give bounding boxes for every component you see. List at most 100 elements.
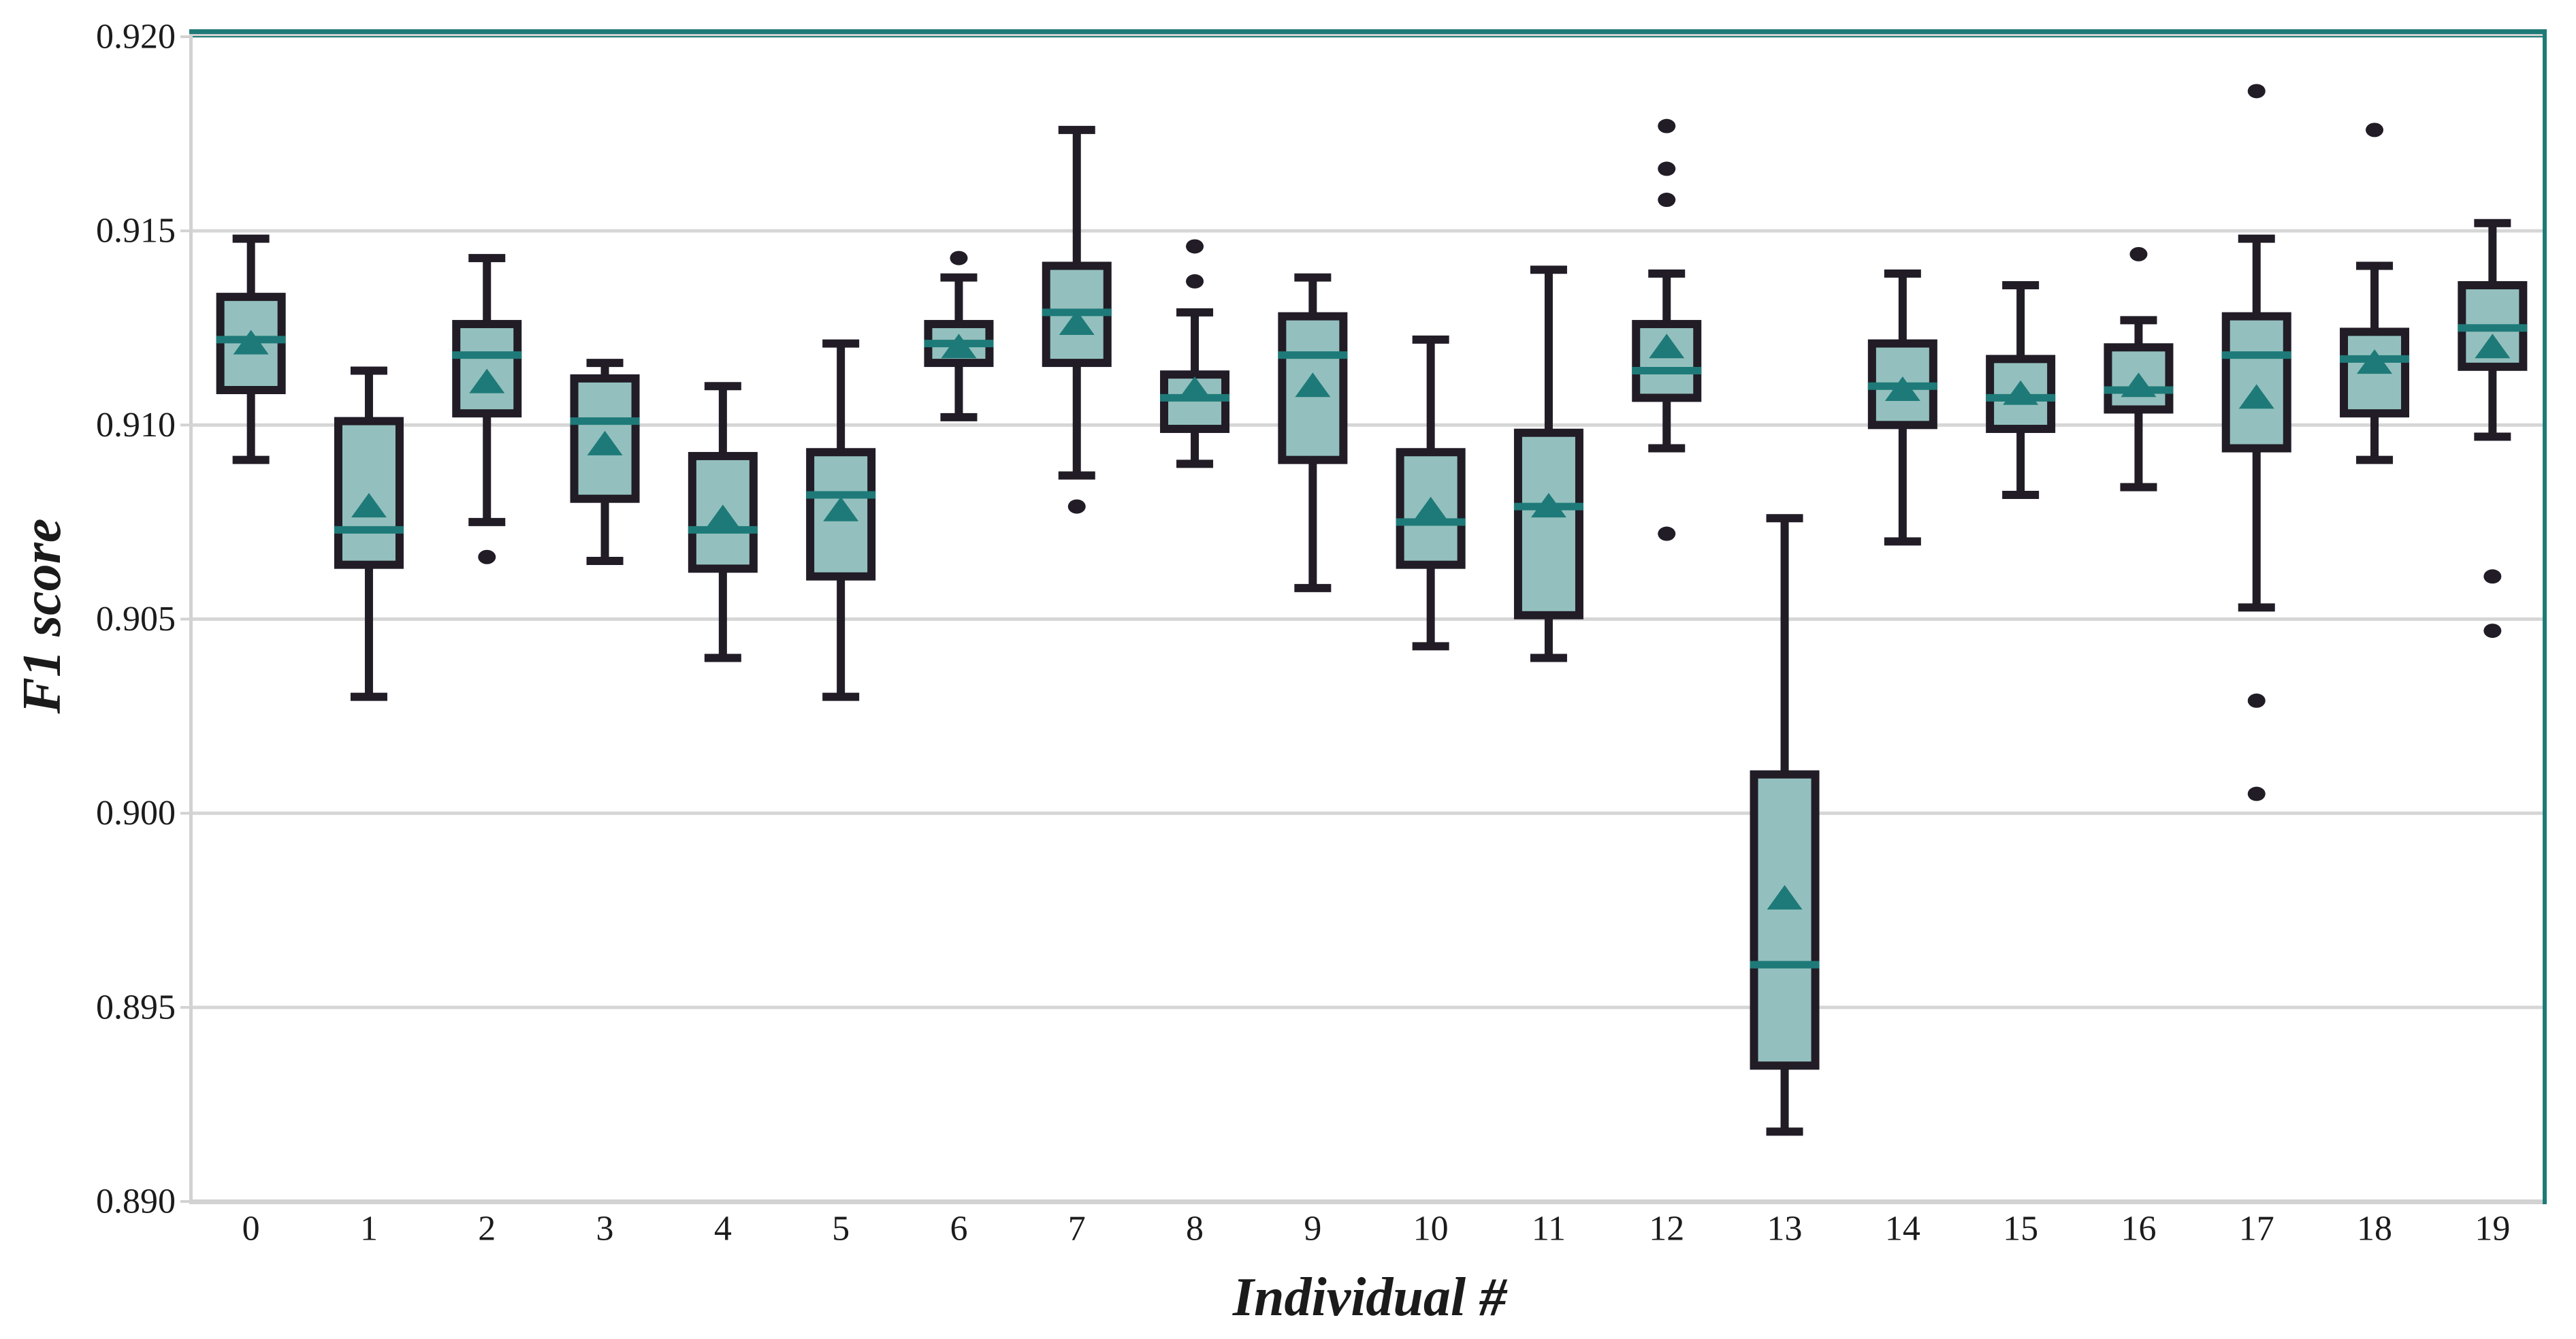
iqr-box bbox=[1750, 770, 1820, 1070]
mean-marker bbox=[1530, 493, 1566, 518]
mean-marker bbox=[2475, 334, 2511, 359]
iqr-box bbox=[1396, 448, 1466, 569]
outlier-dot bbox=[1658, 193, 1676, 208]
mean-marker bbox=[1059, 310, 1095, 336]
x-tick-label: 0 bbox=[242, 1210, 260, 1248]
box-group-15 bbox=[1986, 281, 2056, 499]
outlier-dot bbox=[950, 251, 968, 265]
box-group-11 bbox=[1513, 265, 1583, 662]
box-group-0 bbox=[216, 234, 286, 464]
outlier-dot bbox=[1067, 499, 1086, 514]
gridlines-layer bbox=[193, 229, 2543, 1010]
outlier-dot bbox=[1658, 526, 1676, 541]
x-tick-label: 7 bbox=[1068, 1210, 1086, 1248]
box-group-5 bbox=[806, 339, 876, 701]
x-tick-label: 11 bbox=[1532, 1210, 1566, 1248]
mean-marker bbox=[351, 493, 387, 518]
mean-marker bbox=[2121, 372, 2157, 398]
x-axis-title: Individual # bbox=[1232, 1268, 1508, 1327]
x-tick-label: 4 bbox=[714, 1210, 732, 1248]
x-tick-label: 5 bbox=[832, 1210, 850, 1248]
mean-marker bbox=[1413, 496, 1449, 521]
box-group-14 bbox=[1867, 269, 1937, 546]
y-tick-label: 0.890 bbox=[96, 1182, 176, 1221]
box-group-9 bbox=[1278, 273, 1348, 592]
box-group-2 bbox=[452, 254, 522, 564]
outlier-dot bbox=[2247, 786, 2266, 801]
x-tick-label: 14 bbox=[1885, 1210, 1920, 1248]
x-tick-label: 17 bbox=[2239, 1210, 2274, 1248]
outlier-dot bbox=[1186, 239, 1204, 254]
x-tick-label: 16 bbox=[2121, 1210, 2156, 1248]
box-group-7 bbox=[1042, 125, 1112, 514]
x-tick-label: 9 bbox=[1304, 1210, 1321, 1248]
y-tick-label: 0.915 bbox=[96, 212, 176, 251]
iqr-box bbox=[1160, 370, 1230, 434]
x-tick-label: 8 bbox=[1186, 1210, 1204, 1248]
y-tick-label: 0.895 bbox=[96, 988, 176, 1027]
x-tick-label: 10 bbox=[1413, 1210, 1449, 1248]
top-spine-thin-accent bbox=[193, 36, 2543, 37]
mean-marker bbox=[1767, 885, 1803, 910]
mean-marker bbox=[1177, 376, 1213, 402]
y-tick-label: 0.905 bbox=[96, 600, 176, 639]
left-spine bbox=[189, 29, 193, 1204]
mean-marker bbox=[233, 329, 269, 355]
outlier-dot bbox=[1658, 118, 1676, 133]
top-spine-accent bbox=[189, 29, 2547, 34]
box-group-16 bbox=[2104, 246, 2174, 491]
x-tick-label: 3 bbox=[596, 1210, 614, 1248]
mean-marker bbox=[705, 504, 741, 530]
iqr-box bbox=[2221, 312, 2291, 453]
box-group-3 bbox=[570, 359, 640, 565]
axes-spines-layer bbox=[180, 29, 2547, 1204]
right-spine-accent bbox=[2543, 29, 2547, 1204]
x-tick-label: 13 bbox=[1767, 1210, 1803, 1248]
box-group-13 bbox=[1750, 514, 1820, 1136]
outlier-dot bbox=[2129, 246, 2148, 261]
box-group-19 bbox=[2458, 219, 2528, 639]
y-axis-title: F1 score bbox=[12, 519, 72, 715]
x-tick-label: 2 bbox=[478, 1210, 496, 1248]
mean-marker bbox=[587, 430, 623, 455]
box-group-17 bbox=[2221, 84, 2291, 801]
mean-marker bbox=[1649, 334, 1685, 359]
box-group-1 bbox=[334, 366, 404, 701]
box-group-18 bbox=[2340, 123, 2410, 464]
outlier-dot bbox=[1658, 161, 1676, 176]
y-tick-label: 0.910 bbox=[96, 406, 176, 445]
mean-marker bbox=[1295, 372, 1331, 398]
boxes-layer bbox=[216, 84, 2528, 1136]
mean-marker bbox=[941, 334, 977, 359]
mean-marker bbox=[469, 368, 505, 393]
box-group-10 bbox=[1396, 335, 1466, 651]
x-tick-label: 19 bbox=[2475, 1210, 2510, 1248]
outlier-dot bbox=[2247, 84, 2266, 99]
x-tick-label: 12 bbox=[1649, 1210, 1684, 1248]
iqr-box bbox=[1513, 428, 1583, 619]
y-tick-label: 0.900 bbox=[96, 794, 176, 833]
outlier-dot bbox=[2483, 624, 2502, 639]
x-tick-label: 6 bbox=[950, 1210, 967, 1248]
mean-marker bbox=[2003, 380, 2039, 405]
box-group-8 bbox=[1160, 239, 1230, 468]
outlier-dot bbox=[2247, 693, 2266, 708]
box-group-12 bbox=[1632, 118, 1702, 541]
y-tick-label: 0.920 bbox=[96, 18, 176, 57]
outlier-dot bbox=[2366, 123, 2384, 138]
mean-marker bbox=[1884, 376, 1920, 402]
outlier-dot bbox=[478, 549, 496, 564]
x-tick-label: 18 bbox=[2357, 1210, 2392, 1248]
x-tick-label: 1 bbox=[360, 1210, 378, 1248]
x-tick-label: 15 bbox=[2003, 1210, 2038, 1248]
outlier-dot bbox=[2483, 569, 2502, 584]
mean-marker bbox=[823, 496, 859, 521]
top-spine-gray-line bbox=[193, 34, 2543, 36]
box-group-6 bbox=[924, 251, 994, 421]
box-group-4 bbox=[688, 382, 758, 662]
mean-marker bbox=[2238, 384, 2274, 409]
outlier-dot bbox=[1186, 274, 1204, 289]
